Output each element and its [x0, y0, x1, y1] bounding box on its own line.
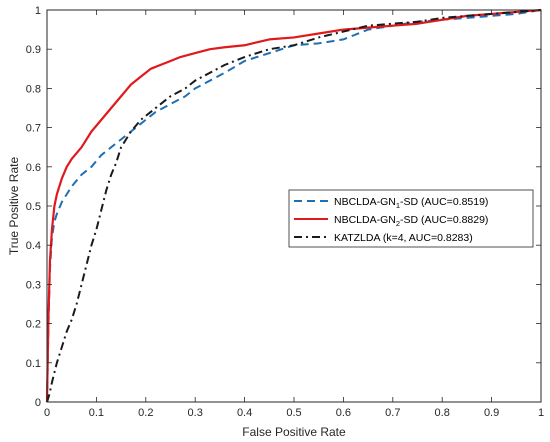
x-tick-label: 0.6: [336, 407, 351, 419]
y-tick-label: 0.4: [26, 240, 41, 252]
legend-label-3: KATZLDA (k=4, AUC=0.8283): [334, 232, 473, 244]
x-tick-label: 0.1: [89, 407, 104, 419]
y-tick-label: 1: [35, 5, 41, 17]
legend-label-2: NBCLDA-GN2-SD (AUC=0.8829): [334, 214, 488, 228]
x-tick-label: 0.7: [385, 407, 400, 419]
x-tick-label: 1: [538, 407, 544, 419]
legend: NBCLDA-GN1-SD (AUC=0.8519) NBCLDA-GN2-SD…: [288, 189, 534, 248]
y-tick-label: 0.3: [26, 279, 41, 291]
x-tick-label: 0: [44, 407, 50, 419]
x-tick-label: 0.4: [237, 407, 252, 419]
y-tick-label: 0.1: [26, 358, 41, 370]
y-tick-label: 0: [35, 397, 41, 409]
series-line-2: [45, 8, 542, 403]
ticks-layer: 0 0.1 0.2 0.3 0.4 0.5 0.6 0.7 0.8 0.9 1 0 0.1 0.2 0.3 0…: [26, 5, 544, 419]
y-axis-label: True Positive Rate: [7, 157, 21, 256]
plot-frame: [46, 9, 542, 403]
x-tick-label: 0.2: [138, 407, 153, 419]
x-tick-label: 0.9: [484, 407, 499, 419]
x-tick-label: 0.3: [188, 407, 203, 419]
x-axis-label: False Positive Rate: [242, 425, 346, 439]
series-line-3: [46, 9, 542, 403]
legend-label-1: NBCLDA-GN1-SD (AUC=0.8519): [334, 196, 488, 210]
series-layer: [45, 8, 542, 403]
series-line-1: [46, 9, 542, 403]
x-tick-label: 0.5: [286, 407, 301, 419]
y-tick-label: 0.8: [26, 83, 41, 95]
legend-box: [288, 189, 534, 248]
y-tick-label: 0.5: [26, 201, 41, 213]
y-tick-label: 0.9: [26, 44, 41, 56]
y-tick-label: 0.2: [26, 319, 41, 331]
x-tick-label: 0.8: [435, 407, 450, 419]
y-tick-label: 0.6: [26, 162, 41, 174]
y-tick-label: 0.7: [26, 123, 41, 135]
